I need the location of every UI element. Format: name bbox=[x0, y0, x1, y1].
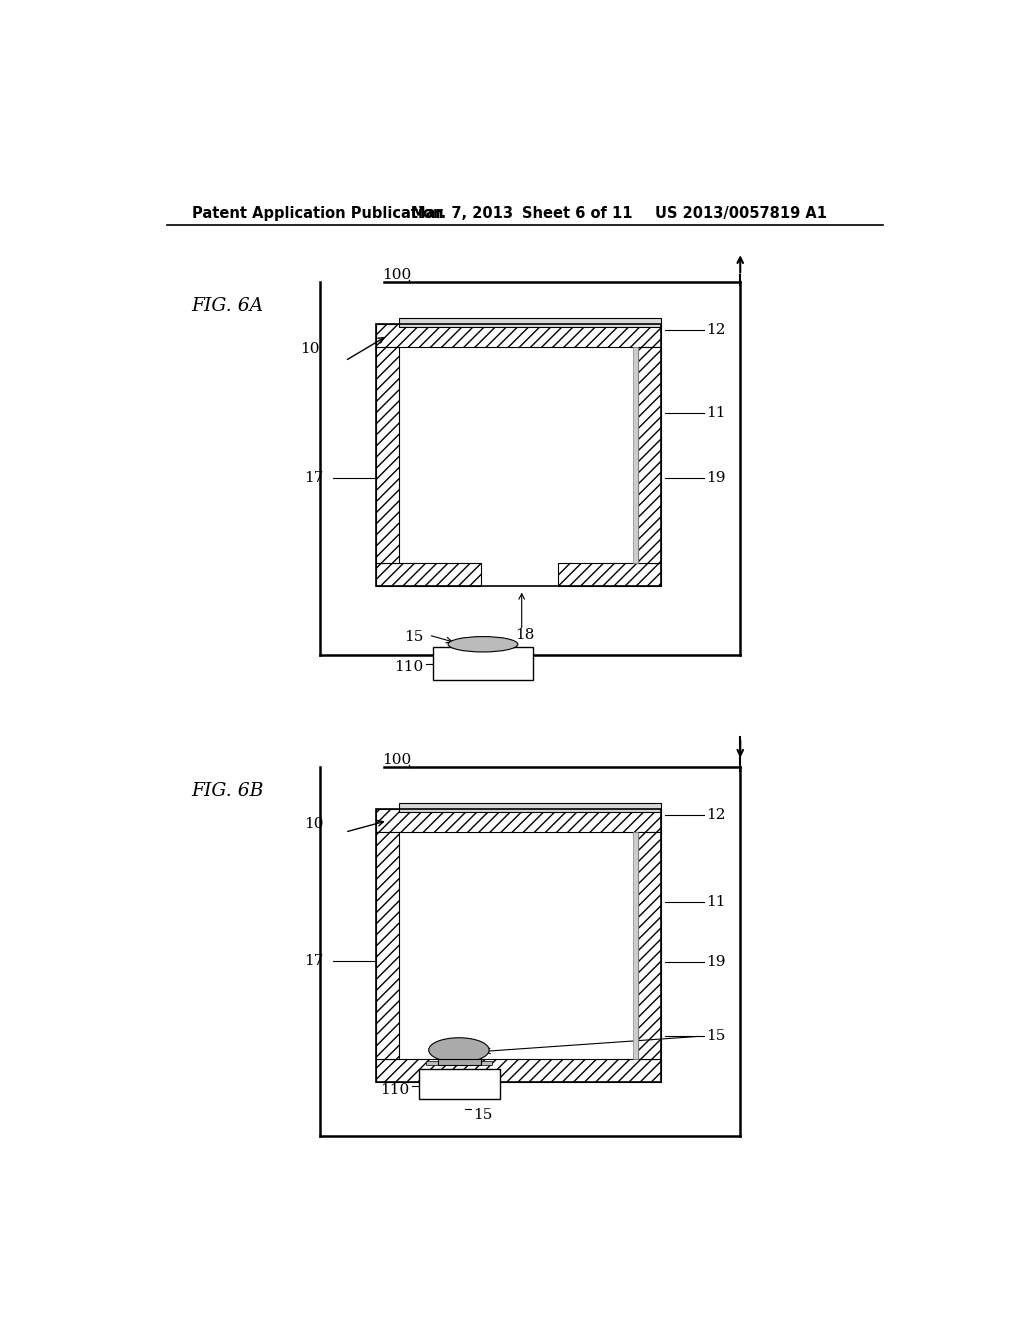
Bar bbox=[399, 318, 662, 327]
Text: 12: 12 bbox=[707, 323, 726, 337]
Text: 17: 17 bbox=[304, 954, 324, 968]
Text: 18: 18 bbox=[515, 628, 535, 642]
Bar bbox=[638, 832, 662, 1059]
Bar bbox=[638, 347, 662, 562]
Bar bbox=[376, 832, 399, 1059]
Ellipse shape bbox=[429, 1038, 489, 1063]
Text: 100: 100 bbox=[382, 752, 412, 767]
Bar bbox=[399, 803, 662, 812]
Bar bbox=[376, 323, 662, 347]
Text: 110: 110 bbox=[394, 660, 423, 673]
Bar bbox=[633, 832, 638, 1059]
Bar bbox=[426, 1061, 493, 1065]
Bar bbox=[376, 323, 662, 586]
Text: 110: 110 bbox=[380, 1084, 410, 1097]
Text: 15: 15 bbox=[473, 1107, 493, 1122]
Bar bbox=[399, 832, 638, 1059]
Text: 11: 11 bbox=[707, 407, 726, 420]
Bar bbox=[376, 562, 480, 586]
Bar bbox=[376, 347, 399, 562]
Ellipse shape bbox=[449, 636, 518, 652]
Bar bbox=[376, 809, 662, 832]
Text: Patent Application Publication: Patent Application Publication bbox=[191, 206, 443, 222]
Text: 12: 12 bbox=[707, 808, 726, 822]
Text: US 2013/0057819 A1: US 2013/0057819 A1 bbox=[655, 206, 827, 222]
Text: Sheet 6 of 11: Sheet 6 of 11 bbox=[521, 206, 632, 222]
Text: 11: 11 bbox=[707, 895, 726, 909]
Bar bbox=[558, 562, 662, 586]
Bar bbox=[633, 347, 638, 562]
Text: FIG. 6A: FIG. 6A bbox=[191, 297, 263, 315]
Text: 19: 19 bbox=[707, 956, 726, 969]
Bar bbox=[376, 1059, 662, 1082]
Text: 19: 19 bbox=[707, 471, 726, 484]
Bar bbox=[376, 809, 662, 1082]
Bar bbox=[432, 647, 534, 680]
Text: 17: 17 bbox=[304, 471, 324, 484]
Text: 10: 10 bbox=[300, 342, 319, 356]
Bar bbox=[438, 1059, 480, 1065]
Bar bbox=[419, 1069, 500, 1100]
Text: 100: 100 bbox=[382, 268, 412, 281]
Text: 10: 10 bbox=[304, 817, 324, 832]
Text: 15: 15 bbox=[403, 630, 423, 644]
Bar bbox=[399, 347, 638, 562]
Text: 15: 15 bbox=[707, 1030, 726, 1043]
Text: Mar. 7, 2013: Mar. 7, 2013 bbox=[411, 206, 513, 222]
Text: FIG. 6B: FIG. 6B bbox=[191, 781, 264, 800]
